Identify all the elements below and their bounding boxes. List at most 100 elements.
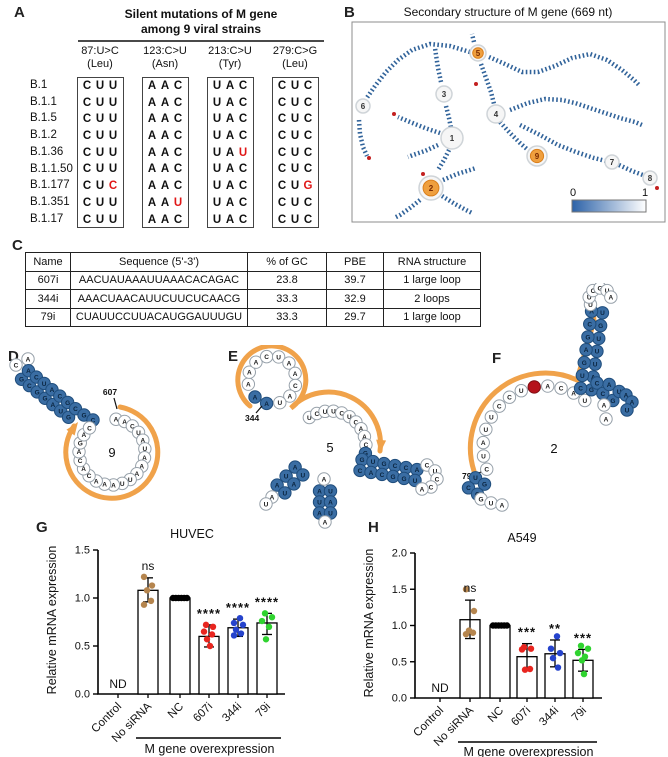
- y-tick-label: 0.0: [75, 689, 90, 701]
- loop-circle: [486, 104, 506, 124]
- nucleotide-letter: U: [489, 500, 494, 507]
- table-cell: 29.7: [326, 307, 384, 327]
- data-point: [462, 586, 470, 593]
- sirna-path-arrow: [63, 404, 161, 501]
- loop-number: 5: [476, 49, 481, 58]
- nucleotide-letter: A: [270, 494, 275, 501]
- nucleotide-letter: G: [597, 285, 602, 292]
- data-point: [469, 629, 477, 636]
- nucleotide: [484, 410, 499, 424]
- x-category-label: 79i: [254, 701, 273, 720]
- data-point: [206, 642, 214, 650]
- nucleotide-letter: U: [120, 481, 125, 488]
- nucleotide-letter: U: [317, 499, 322, 506]
- nucleotide: [599, 412, 613, 426]
- not-detected-label: ND: [431, 681, 449, 695]
- nucleotide-letter: C: [435, 476, 440, 483]
- strain-name: B.1.177: [30, 179, 70, 192]
- nucleotide-letter: A: [608, 294, 613, 301]
- nucleotide-letter: A: [111, 482, 116, 489]
- rna-chain: [392, 198, 422, 221]
- nucleotide-letter: C: [404, 465, 409, 472]
- nucleotide: [476, 435, 490, 450]
- nucleotide: [575, 368, 590, 383]
- loop-number: 6: [361, 102, 366, 111]
- loop-circle: [355, 98, 371, 114]
- nucleotide: [408, 473, 422, 488]
- nucleotide-letter: G: [401, 476, 406, 483]
- data-point: [462, 631, 470, 638]
- nucleotide-letter: U: [323, 409, 328, 416]
- nucleotide: [248, 390, 262, 404]
- bar-NC: [169, 597, 191, 695]
- data-point: [553, 633, 561, 640]
- x-category-label: 79i: [570, 705, 589, 724]
- loop-number: 2: [550, 441, 557, 456]
- position-label: 344: [245, 413, 259, 423]
- nucleotide-letter: C: [34, 374, 39, 381]
- data-point: [577, 642, 585, 649]
- table-row: 607i AACUAUAAAUUAAACACAGAC 23.8 39.7 1 large…: [25, 270, 481, 290]
- nucleotide-letter: C: [484, 467, 489, 474]
- nucleotide: [259, 396, 274, 411]
- nucleotide-letter: G: [585, 334, 590, 341]
- nucleotide: [273, 395, 287, 410]
- data-point: [203, 636, 211, 643]
- x-category-label: 344i: [220, 701, 244, 725]
- codon-position-header: 213:C>U (Tyr): [208, 45, 252, 70]
- data-point: [556, 649, 564, 657]
- panel-b-label: B: [344, 4, 355, 21]
- nucleotide-letter: U: [595, 349, 600, 356]
- panel-d-label: D: [8, 348, 19, 365]
- nucleotide-letter: G: [589, 387, 594, 394]
- rna-chain: [432, 47, 444, 83]
- rna-chain: [436, 148, 452, 172]
- nucleotide: [492, 399, 506, 413]
- loop-circle: [435, 85, 453, 103]
- table-cell: 344i: [25, 289, 71, 309]
- nucleotide-letter: A: [246, 382, 251, 389]
- nucleotide-letter: U: [328, 488, 333, 495]
- data-point: [518, 646, 526, 653]
- data-point: [470, 607, 478, 615]
- nucleotide-letter: A: [122, 419, 127, 426]
- data-point: [230, 619, 238, 627]
- nucleotide-letter: A: [293, 465, 298, 472]
- strain-name: B.1.17: [30, 212, 64, 225]
- table-header: PBE: [326, 252, 384, 272]
- table-header: % of GC: [247, 252, 327, 272]
- nucleotide-letter: U: [583, 398, 588, 405]
- nucleotide-letter: A: [293, 371, 298, 378]
- terminal-dot: [392, 112, 396, 116]
- loop-number: 5: [326, 440, 333, 455]
- nucleotide: [476, 449, 491, 463]
- nucleotide-letter: U: [593, 362, 598, 369]
- terminal-dot: [421, 172, 425, 176]
- rna-chain: [397, 114, 441, 136]
- data-point: [209, 623, 217, 630]
- nucleotide: [502, 390, 517, 404]
- rna-chain: [469, 33, 477, 43]
- nucleotide-letter: U: [484, 427, 489, 434]
- table-cell: 607i: [25, 270, 71, 290]
- nucleotide-letter: C: [393, 463, 398, 470]
- nucleotide-letter: C: [466, 485, 471, 492]
- loop-number: 9: [108, 445, 115, 460]
- nucleotide: [271, 350, 286, 364]
- panel-a-title-line1: Silent mutations of M gene: [124, 7, 278, 21]
- nucleotide-letter: C: [364, 442, 369, 449]
- nucleotide-letter: C: [130, 423, 135, 430]
- data-point: [547, 645, 555, 652]
- nucleotide-letter: C: [600, 391, 605, 398]
- nucleotide-letter: U: [142, 446, 147, 453]
- data-point: [239, 621, 247, 629]
- nucleotide: [620, 403, 634, 417]
- nucleotide-letter: C: [429, 484, 434, 491]
- nucleotide-letter: C: [73, 406, 78, 413]
